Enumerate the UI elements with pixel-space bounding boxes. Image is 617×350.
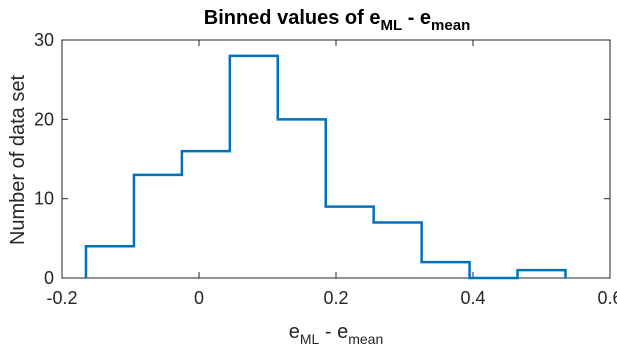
chart-title: Binned values of eML - emean (204, 7, 470, 34)
chart-title-sub-ml: ML (380, 17, 402, 34)
histogram-bin (422, 262, 470, 278)
histogram-bin (518, 270, 566, 278)
histogram-bin (134, 175, 182, 278)
x-axis-label-mid: - e (319, 321, 348, 343)
x-tick-label: 0.4 (460, 288, 485, 308)
histogram-bin (326, 207, 374, 278)
chart-title-mid: - e (402, 7, 431, 29)
x-tick-label: 0.6 (597, 288, 617, 308)
y-tick-label: 20 (34, 109, 54, 129)
axis-ticks (61, 39, 611, 279)
histogram-bins (86, 56, 566, 278)
axis-tick-labels: -0.200.20.40.60102030 (34, 30, 617, 308)
x-axis-label-sub-ml: ML (300, 331, 320, 347)
y-tick-label: 10 (34, 189, 54, 209)
histogram-outline (84, 54, 567, 280)
histogram-bin (374, 222, 422, 278)
histogram-bin (182, 151, 230, 278)
x-tick-label: -0.2 (46, 288, 77, 308)
histogram-bin (86, 246, 134, 278)
x-axis-label-sub-mean: mean (348, 331, 383, 347)
histogram-bin (278, 119, 326, 278)
y-tick-label: 30 (34, 30, 54, 50)
chart-title-base: Binned values of e (204, 7, 381, 29)
x-tick-label: 0 (194, 288, 204, 308)
y-axis-label: Number of data set (7, 75, 29, 246)
x-axis-label: eML - emean (289, 321, 384, 347)
x-axis-label-base: e (289, 321, 300, 343)
y-tick-label: 0 (44, 268, 54, 288)
histogram-bin (230, 56, 278, 278)
chart-title-sub-mean: mean (431, 17, 470, 34)
x-tick-label: 0.2 (323, 288, 348, 308)
